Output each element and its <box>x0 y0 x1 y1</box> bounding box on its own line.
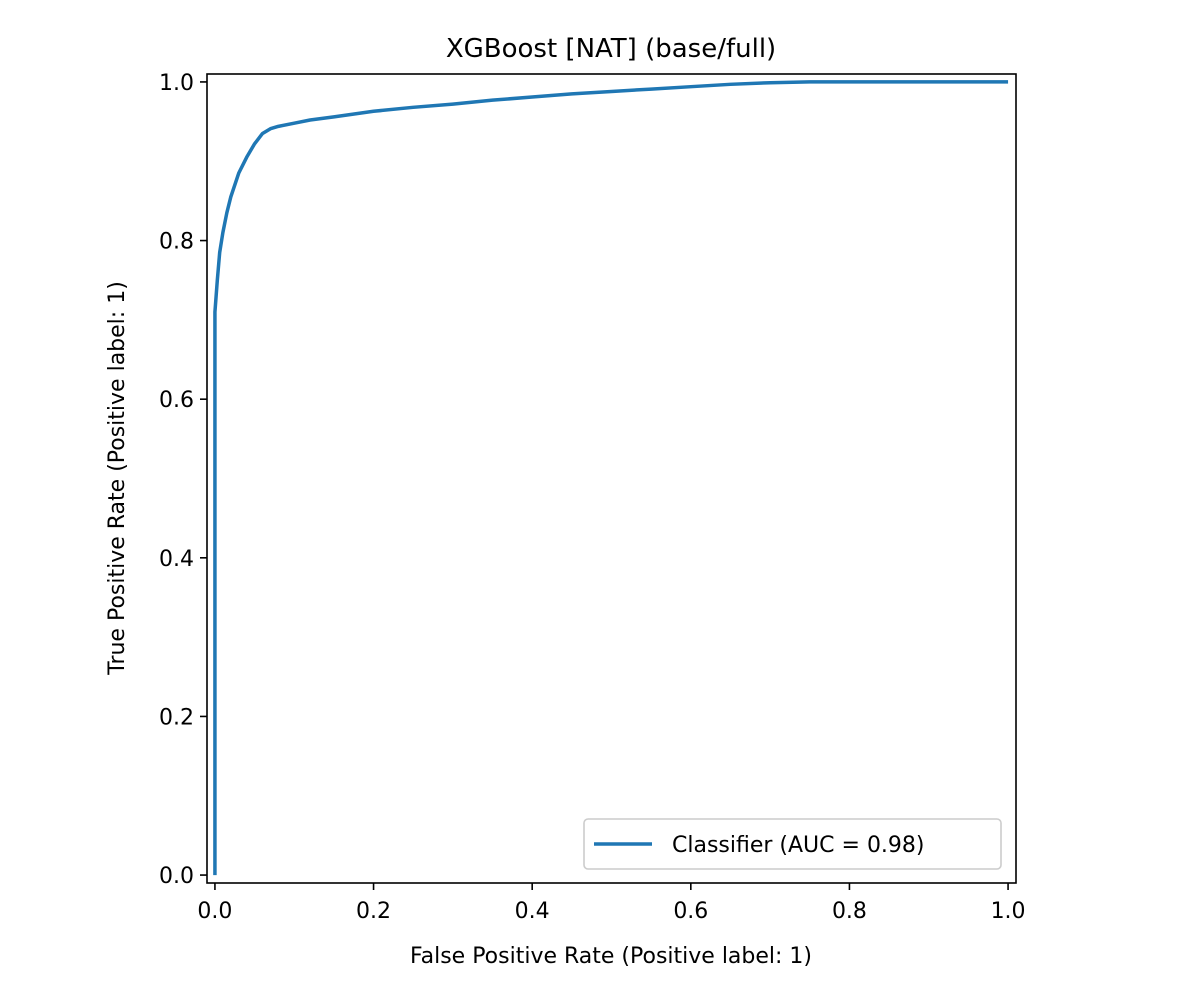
roc-curve-line <box>213 80 1009 876</box>
y-tick-label: 1.0 <box>159 71 194 96</box>
x-tick-label: 1.0 <box>991 899 1026 924</box>
x-tick-label: 0.4 <box>515 899 550 924</box>
x-tick-label: 0.8 <box>832 899 867 924</box>
y-tick-label: 0.6 <box>159 388 194 413</box>
y-tick-label: 0.8 <box>159 230 194 255</box>
plot-area <box>213 80 1009 876</box>
x-axis-label: False Positive Rate (Positive label: 1) <box>410 944 812 969</box>
legend: Classifier (AUC = 0.98) <box>583 818 1002 870</box>
x-axis: 0.0 0.2 0.4 0.6 0.8 1.0 <box>197 883 1026 924</box>
x-tick-label: 0.2 <box>356 899 391 924</box>
y-tick-label: 0.2 <box>159 705 194 730</box>
y-tick-label: 0.4 <box>159 547 194 572</box>
chart-title: XGBoost [NAT] (base/full) <box>446 34 776 64</box>
legend-box <box>583 818 1002 870</box>
x-tick-label: 0.6 <box>673 899 708 924</box>
y-axis: 0.0 0.2 0.4 0.6 0.8 1.0 <box>159 71 207 889</box>
plot-frame <box>206 73 1017 884</box>
y-axis-label: True Positive Rate (Positive label: 1) <box>105 281 130 676</box>
x-tick-label: 0.0 <box>197 899 232 924</box>
legend-entry-label: Classifier (AUC = 0.98) <box>672 833 925 858</box>
y-tick-label: 0.0 <box>159 864 194 889</box>
